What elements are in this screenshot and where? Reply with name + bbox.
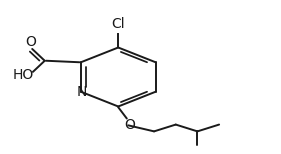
Text: O: O [25,35,36,49]
Text: O: O [124,118,135,132]
Text: HO: HO [13,68,34,82]
Text: Cl: Cl [112,17,125,31]
Text: N: N [77,85,87,99]
